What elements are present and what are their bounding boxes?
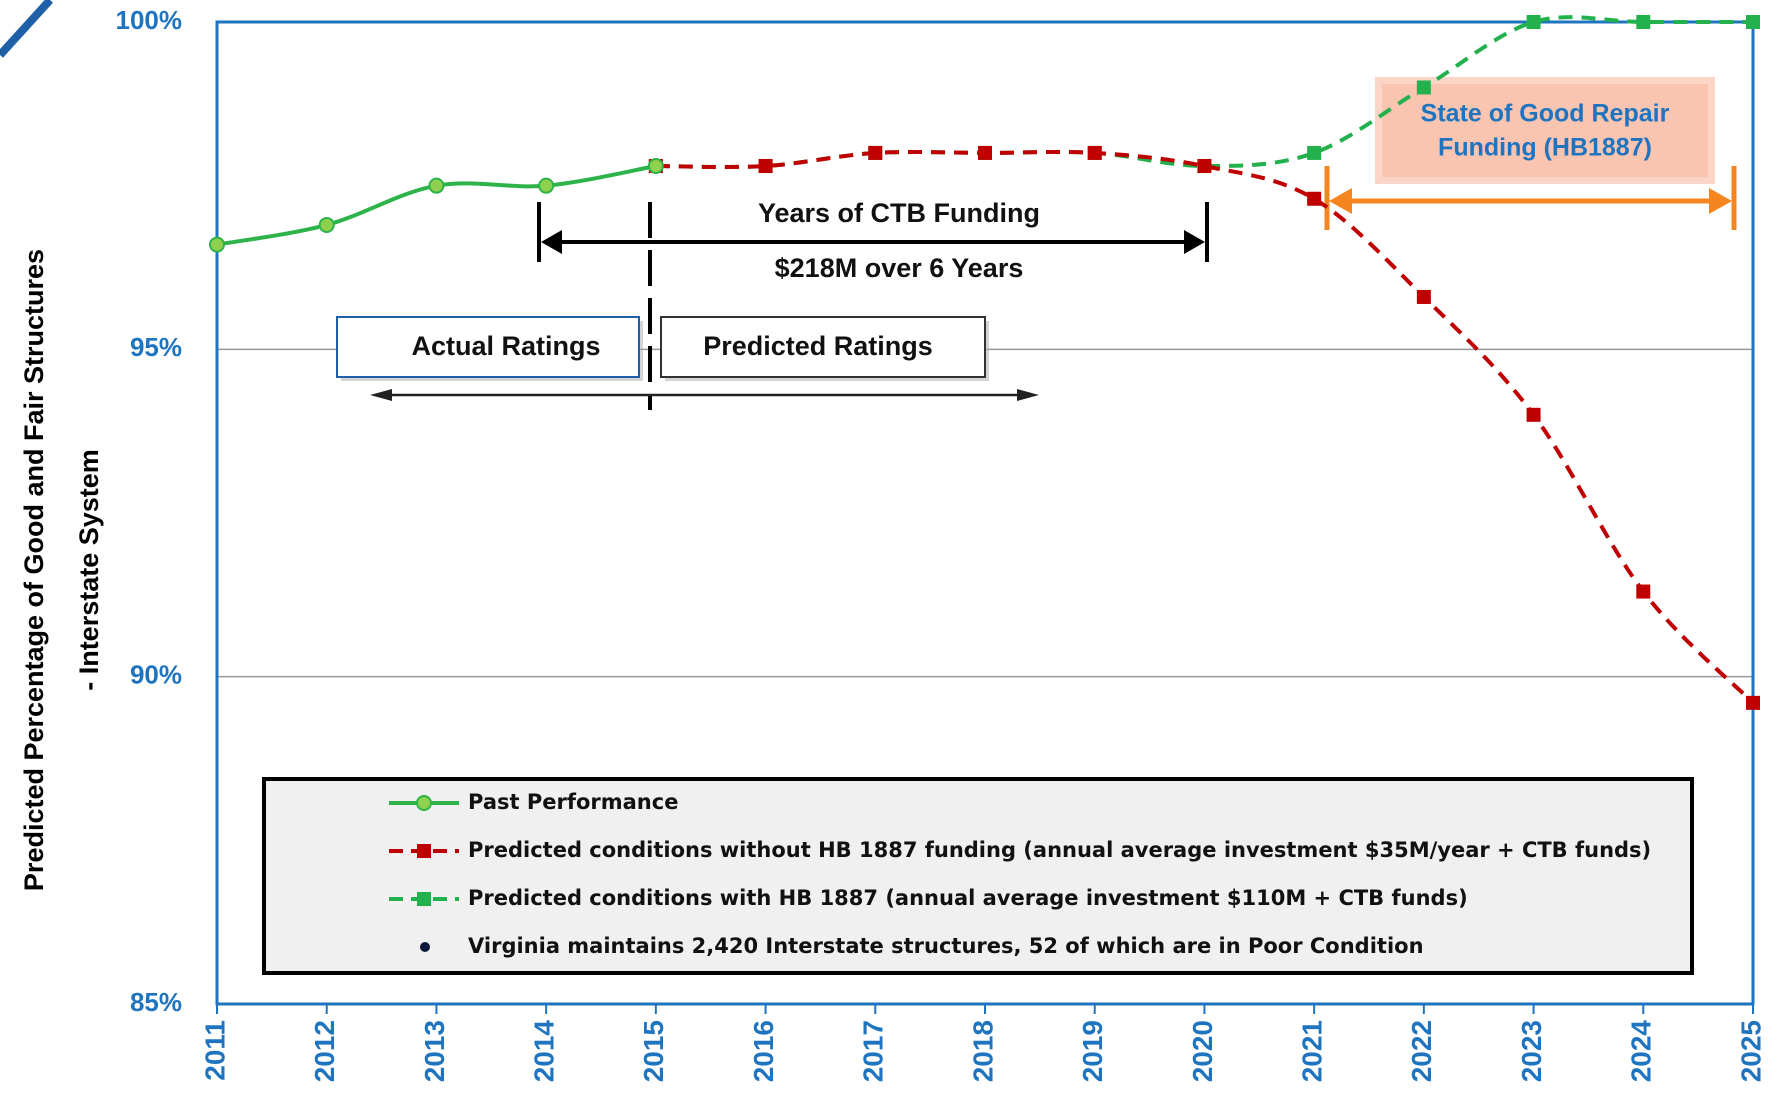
point [1636,584,1651,599]
sgr-label: Funding (HB1887) [1438,134,1652,162]
point [318,216,335,233]
legend [262,777,1694,975]
actual-box [336,316,640,378]
legend-label: Past Performance [468,790,678,814]
y-axis-label: Predicted Percentage of Good and Fair St… [19,249,49,891]
point [1307,191,1322,206]
series-line [655,149,1755,705]
point [1197,159,1212,174]
x-tick-label: 2013 [419,1020,450,1082]
point [758,159,773,174]
predicted-box [660,316,986,378]
x-tick-label: 2020 [1187,1020,1218,1082]
sgr-box [1382,84,1708,177]
ctb-title: Years of CTB Funding [758,198,1040,228]
x-tick-label: 2012 [309,1020,340,1082]
x-tick-label: 2022 [1406,1020,1437,1082]
x-tick-label: 2018 [967,1020,998,1082]
x-tick-label: 2011 [199,1020,230,1081]
point [1526,15,1541,29]
point [978,145,992,160]
x-tick-label: 2019 [1077,1020,1108,1082]
ctb-amount: $218M over 6 Years [775,253,1024,283]
y-tick-label: 100% [116,5,183,35]
x-tick-label: 2017 [858,1020,889,1082]
point [1636,15,1651,29]
y-tick-label: 85% [130,987,182,1017]
y-axis-label: - Interstate System [74,449,104,691]
legend-marker [417,892,431,906]
point [1416,80,1431,95]
legend-note-dot [420,942,430,952]
x-tick-label: 2015 [638,1020,669,1082]
x-tick-label: 2025 [1735,1020,1766,1082]
plot-frame [215,20,1755,1006]
point [868,145,883,160]
point [1746,15,1760,29]
actual-label: Actual Ratings [411,331,600,361]
legend-marker [417,844,431,858]
point [1307,145,1322,160]
legend-marker [416,795,432,811]
point [1087,145,1102,160]
point [209,236,225,253]
x-tick-label: 2024 [1626,1020,1657,1083]
predicted-label: Predicted Ratings [703,331,933,361]
point [1526,407,1541,422]
point [1416,289,1431,304]
y-tick-label: 95% [130,332,182,362]
point [647,158,664,175]
point [538,177,555,194]
x-tick-label: 2014 [529,1020,560,1083]
legend-label: Predicted conditions with HB 1887 (annua… [468,886,1468,910]
sgr-label: State of Good Repair [1421,100,1670,128]
legend-note: Virginia maintains 2,420 Interstate stru… [468,934,1424,958]
x-tick-label: 2016 [748,1020,779,1082]
corner-decoration [0,0,53,58]
legend-label: Predicted conditions without HB 1887 fun… [468,838,1651,862]
x-tick-label: 2023 [1516,1020,1547,1082]
point [1746,695,1760,710]
y-tick-label: 90% [130,660,182,690]
point [428,177,445,194]
x-tick-label: 2021 [1297,1020,1328,1082]
